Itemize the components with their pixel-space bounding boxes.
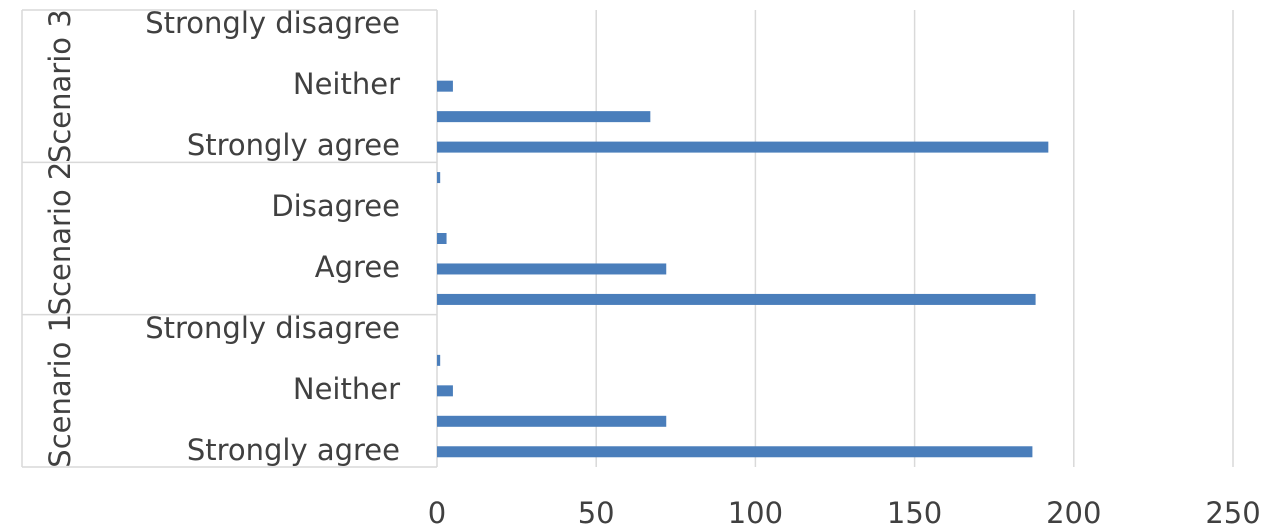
y-tick-label: Strongly disagree [145,311,400,345]
y-tick-label: Strongly agree [187,128,400,162]
y-tick-label: Neither [293,372,400,406]
y-tick-label: Strongly disagree [145,6,400,40]
group-label: Scenario 3 [43,9,77,163]
group-label: Scenario 2 [43,162,77,316]
bar [437,233,447,244]
x-tick-label: 150 [887,496,942,528]
bar [437,111,651,123]
y-tick-label: Strongly agree [187,433,400,467]
y-tick-label: Disagree [271,189,400,223]
x-tick-label: 250 [1205,496,1260,528]
bar [437,293,1036,305]
bar [437,80,453,92]
bar [437,415,667,427]
bar [437,385,453,397]
group-label: Scenario 1 [43,314,77,468]
x-tick-label: 100 [728,496,783,528]
x-tick-label: 200 [1046,496,1101,528]
y-tick-label: Neither [293,67,400,101]
bar [437,354,441,366]
bar [437,141,1049,153]
y-tick-label: Agree [315,250,400,284]
x-tick-label: 0 [428,496,446,528]
bar [437,263,667,275]
bar [437,172,441,184]
bar [437,446,1033,458]
x-tick-label: 50 [578,496,615,528]
